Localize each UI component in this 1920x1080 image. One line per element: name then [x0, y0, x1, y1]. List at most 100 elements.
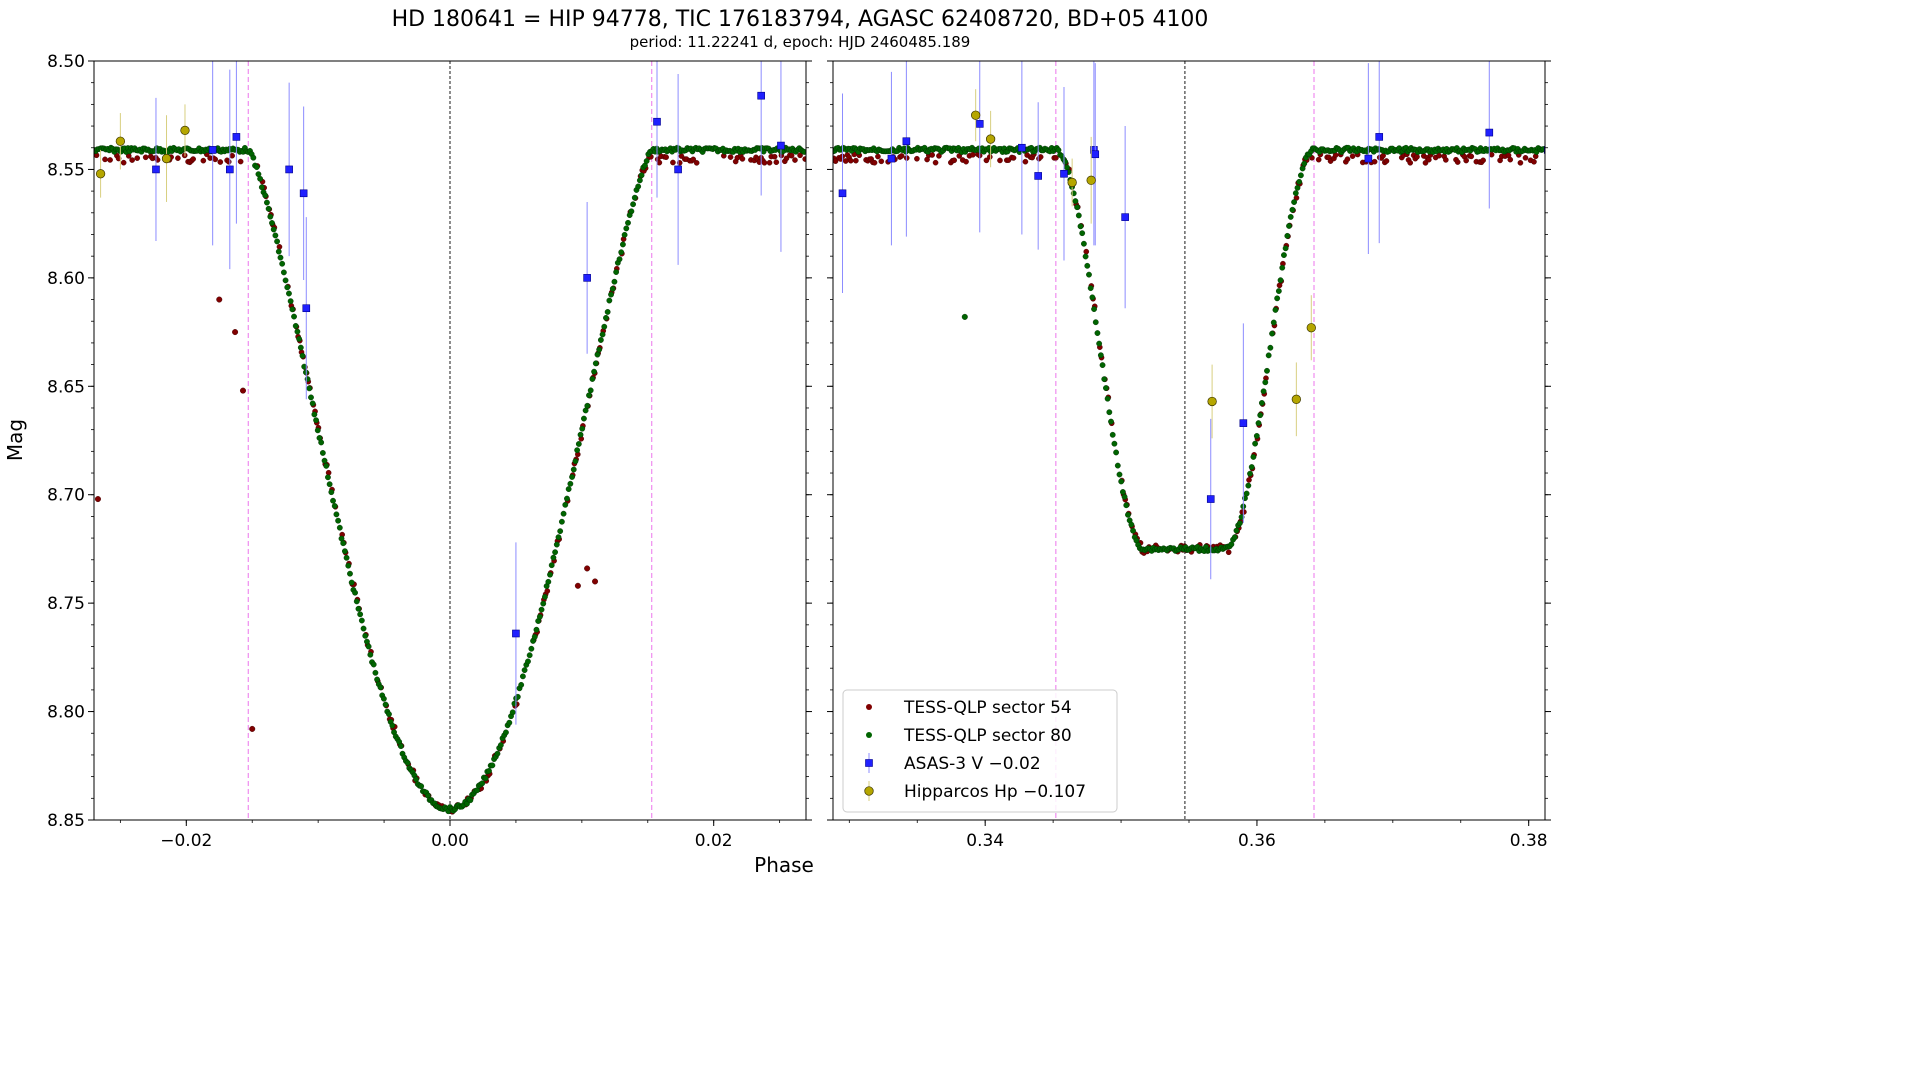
tess-s80-point	[1243, 490, 1250, 497]
tess-s80-point	[333, 511, 340, 518]
tess-s80-point	[304, 376, 311, 383]
legend-marker	[866, 732, 872, 738]
tess-s54-point	[217, 159, 224, 165]
right-panel: 0.34 0.36 0.38	[827, 60, 1551, 851]
asas-point	[512, 629, 520, 638]
y-tick-label: 8.70	[47, 486, 85, 506]
tess-s80-point	[311, 411, 318, 418]
tess-s54-point	[788, 152, 795, 159]
hipparcos-point	[95, 169, 106, 179]
tess-s80-point	[1082, 253, 1089, 260]
tess-s80-point	[353, 598, 360, 605]
left-panel: 8.50 8.55 8.60 8.65 8.70 8.75 8.80 8.85 −0.02 0.0…	[47, 52, 812, 851]
tess-s80-point	[345, 562, 352, 569]
tess-s54-point	[1010, 155, 1017, 161]
tess-s80-point	[352, 589, 358, 596]
tess-s80-point	[1123, 502, 1130, 509]
tess-s80-point	[625, 219, 631, 226]
tess-s54-point	[276, 244, 283, 250]
tess-s54-point	[1383, 158, 1390, 164]
hipparcos-point	[161, 153, 172, 164]
asas-point	[299, 189, 308, 198]
tess-s54-point	[190, 156, 196, 162]
tess-s80-point	[355, 605, 362, 612]
asas-point	[208, 146, 217, 154]
tess-s54-outlier	[94, 496, 101, 503]
tess-s54-point	[1349, 153, 1356, 159]
tess-s80-point	[389, 722, 396, 729]
tess-s54-outlier	[216, 296, 223, 303]
tess-s54-point	[175, 155, 181, 161]
tess-s54-point	[693, 160, 700, 166]
tess-s54-point	[237, 158, 244, 165]
hipparcos-point	[1086, 175, 1096, 185]
tess-s80-point	[1125, 511, 1131, 518]
tess-s80-point	[340, 540, 347, 547]
tess-s54-point	[670, 159, 676, 166]
tess-s80-point	[1253, 433, 1260, 439]
tess-s80-point	[1279, 264, 1286, 271]
tess-s80-point	[569, 474, 575, 480]
tess-s80-point	[1108, 418, 1114, 425]
tess-s80-point	[589, 376, 596, 382]
asas-point	[1060, 169, 1068, 178]
tess-s54-point	[970, 151, 976, 158]
tess-s54-point	[1414, 153, 1420, 160]
asas-point	[1375, 133, 1384, 141]
tess-s80-point	[1091, 306, 1097, 312]
tess-s54-point	[773, 159, 780, 166]
tess-s80-point	[540, 600, 547, 607]
tess-s80-point	[1245, 482, 1252, 489]
tess-s80-point	[1079, 230, 1086, 237]
tess-s80-point	[638, 172, 645, 179]
tess-s80-point	[628, 208, 635, 215]
tess-s80-point	[1272, 307, 1279, 313]
asas-point	[152, 165, 160, 174]
tess-s54-point	[129, 157, 135, 163]
asas-point	[1239, 419, 1248, 427]
tess-s80-point	[275, 248, 282, 255]
tess-s80-point	[620, 241, 626, 248]
tess-s80-point	[1130, 527, 1136, 534]
tess-s80-point	[497, 742, 504, 749]
tess-s80-point	[1094, 330, 1101, 336]
tess-s80-point	[418, 783, 425, 790]
tess-s80-point	[377, 684, 384, 691]
tess-s80-point	[584, 402, 591, 409]
light-curve-chart: HD 180641 = HIP 94778, TIC 176183794, AG…	[3, 7, 1551, 877]
tess-s80-point	[1257, 412, 1264, 419]
tess-s80-point	[591, 368, 597, 375]
tess-s80-point	[1231, 534, 1238, 541]
tess-s80-point	[479, 780, 486, 787]
tess-s54-point	[1083, 248, 1090, 255]
tess-s80-point	[531, 633, 538, 640]
tess-s80-point	[1116, 471, 1123, 478]
tess-s80-point	[606, 297, 613, 304]
tess-s54-point	[690, 156, 697, 163]
hipparcos-point	[115, 136, 126, 146]
tess-s80-point	[560, 510, 567, 517]
legend: TESS-QLP sector 54 TESS-QLP sector 80 ASAS…	[842, 689, 1118, 813]
tess-s80-point	[1101, 376, 1108, 383]
tess-s80-point	[565, 486, 572, 492]
tess-s80-point	[1248, 464, 1255, 470]
y-tick-label: 8.75	[47, 594, 85, 614]
tess-s80-point	[486, 768, 492, 774]
tess-s80-point	[326, 481, 333, 488]
tess-s54-point	[1053, 155, 1059, 161]
tess-s54-point	[1407, 159, 1414, 166]
tess-s54-point	[200, 157, 207, 164]
hipparcos-point	[971, 110, 981, 120]
tess-s80-point	[1096, 340, 1103, 347]
tess-s80-point	[592, 360, 599, 367]
tess-s80-point	[1269, 330, 1275, 337]
tess-s54-point	[1241, 509, 1247, 515]
tess-s80-point	[1072, 198, 1079, 204]
asas-point	[1485, 128, 1494, 137]
tess-s54-outlier	[232, 329, 239, 336]
asas-point	[302, 304, 311, 313]
asas-point	[1364, 154, 1373, 163]
tess-s80-point	[521, 667, 528, 674]
y-tick-label: 8.50	[47, 52, 85, 72]
tess-s54-point	[727, 154, 734, 160]
